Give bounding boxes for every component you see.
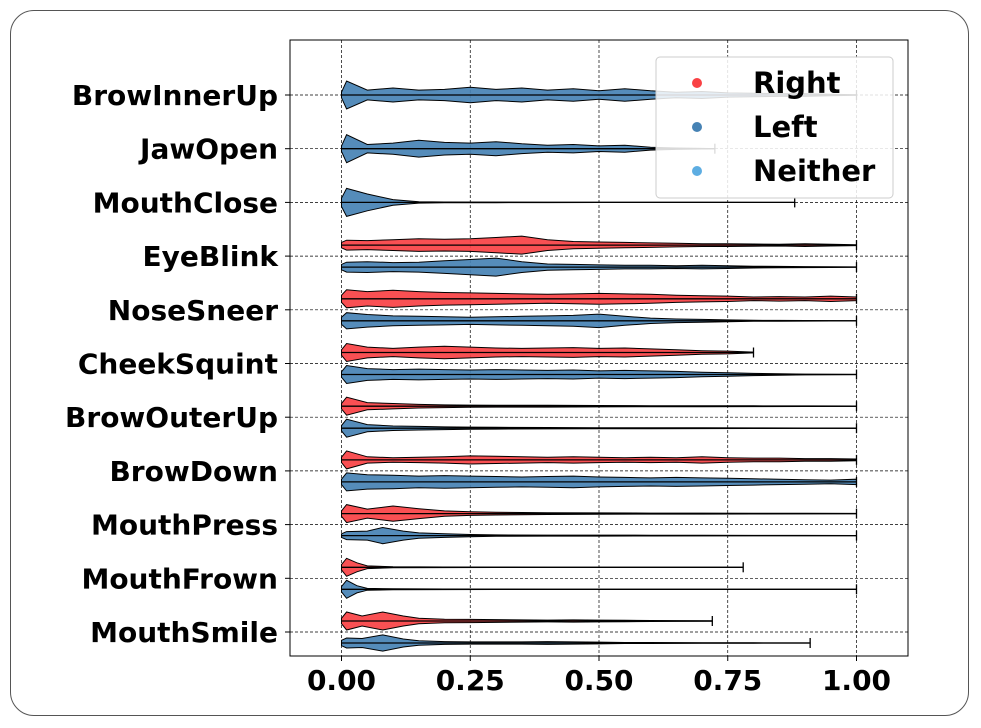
y-tick-label: MouthSmile: [90, 616, 278, 649]
violins: [341, 80, 858, 652]
legend: Right Left Neither: [655, 56, 894, 199]
x-tick-label: 0.75: [693, 664, 762, 697]
x-tick-label: 0.50: [564, 664, 633, 697]
x-tick-label: 1.00: [822, 664, 891, 697]
legend-label-left: Left: [753, 110, 818, 144]
y-tick-label: BrowDown: [109, 455, 278, 488]
y-tick-label: MouthFrown: [81, 562, 278, 595]
legend-label-right: Right: [753, 66, 841, 100]
legend-marker-left: [692, 122, 702, 132]
y-tick-label: NoseSneer: [108, 294, 278, 327]
y-tick-label: CheekSquint: [78, 348, 278, 381]
legend-label-neither: Neither: [753, 154, 876, 188]
y-tick-label: BrowOuterUp: [65, 401, 278, 434]
legend-marker-right: [692, 78, 702, 88]
y-tick-label: EyeBlink: [143, 240, 280, 273]
x-tick-label: 0.25: [436, 664, 505, 697]
legend-box: [655, 56, 894, 199]
y-tick-label: BrowInnerUp: [72, 79, 278, 112]
x-axis: 0.00 0.25 0.50 0.75 1.00: [307, 656, 891, 697]
x-tick-label: 0.00: [307, 664, 376, 697]
y-tick-label: JawOpen: [138, 133, 278, 166]
y-axis: BrowInnerUp JawOpen MouthClose EyeBlink Nose…: [65, 79, 290, 649]
y-tick-label: MouthPress: [91, 509, 278, 542]
y-tick-label: MouthClose: [93, 186, 278, 219]
legend-marker-neither: [692, 166, 702, 176]
